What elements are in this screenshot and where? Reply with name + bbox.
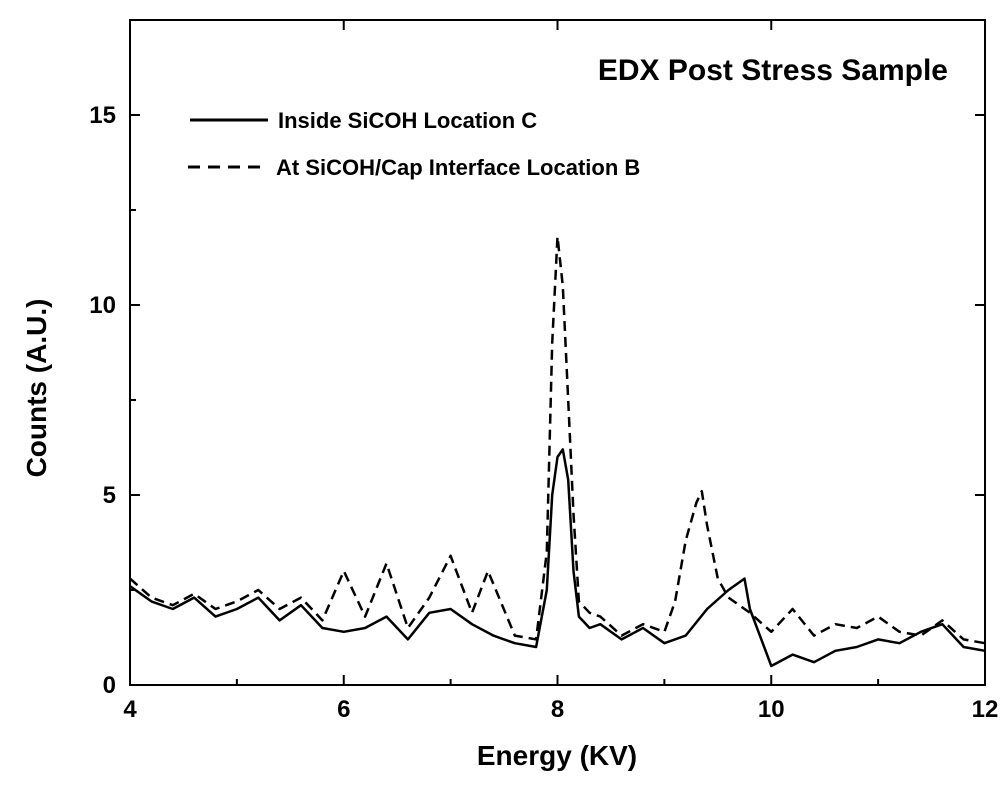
x-tick-label: 10 [758, 696, 785, 723]
chart-title: EDX Post Stress Sample [598, 54, 948, 87]
legend-label-location-c: Inside SiCOH Location C [278, 108, 537, 133]
series-line-location-b [129, 235, 986, 645]
series-layer [129, 235, 986, 668]
y-tick-label: 15 [89, 102, 116, 129]
series-line-location-c [129, 448, 986, 668]
y-axis-title: Counts (A.U.) [21, 299, 52, 478]
y-tick-label: 5 [103, 482, 116, 509]
y-tick-label: 0 [103, 672, 116, 699]
y-axis-ticks: 0 5 10 15 [89, 102, 985, 699]
x-axis-title: Energy (KV) [477, 740, 637, 771]
legend-label-location-b: At SiCOH/Cap Interface Location B [276, 155, 640, 180]
x-tick-label: 4 [123, 696, 137, 723]
legend: Inside SiCOH Location C At SiCOH/Cap Int… [188, 108, 640, 180]
y-tick-label: 10 [89, 292, 116, 319]
x-tick-label: 12 [972, 696, 999, 723]
x-tick-label: 6 [337, 696, 350, 723]
x-tick-label: 8 [551, 696, 564, 723]
x-axis-ticks: 4 6 8 10 12 [123, 20, 998, 723]
